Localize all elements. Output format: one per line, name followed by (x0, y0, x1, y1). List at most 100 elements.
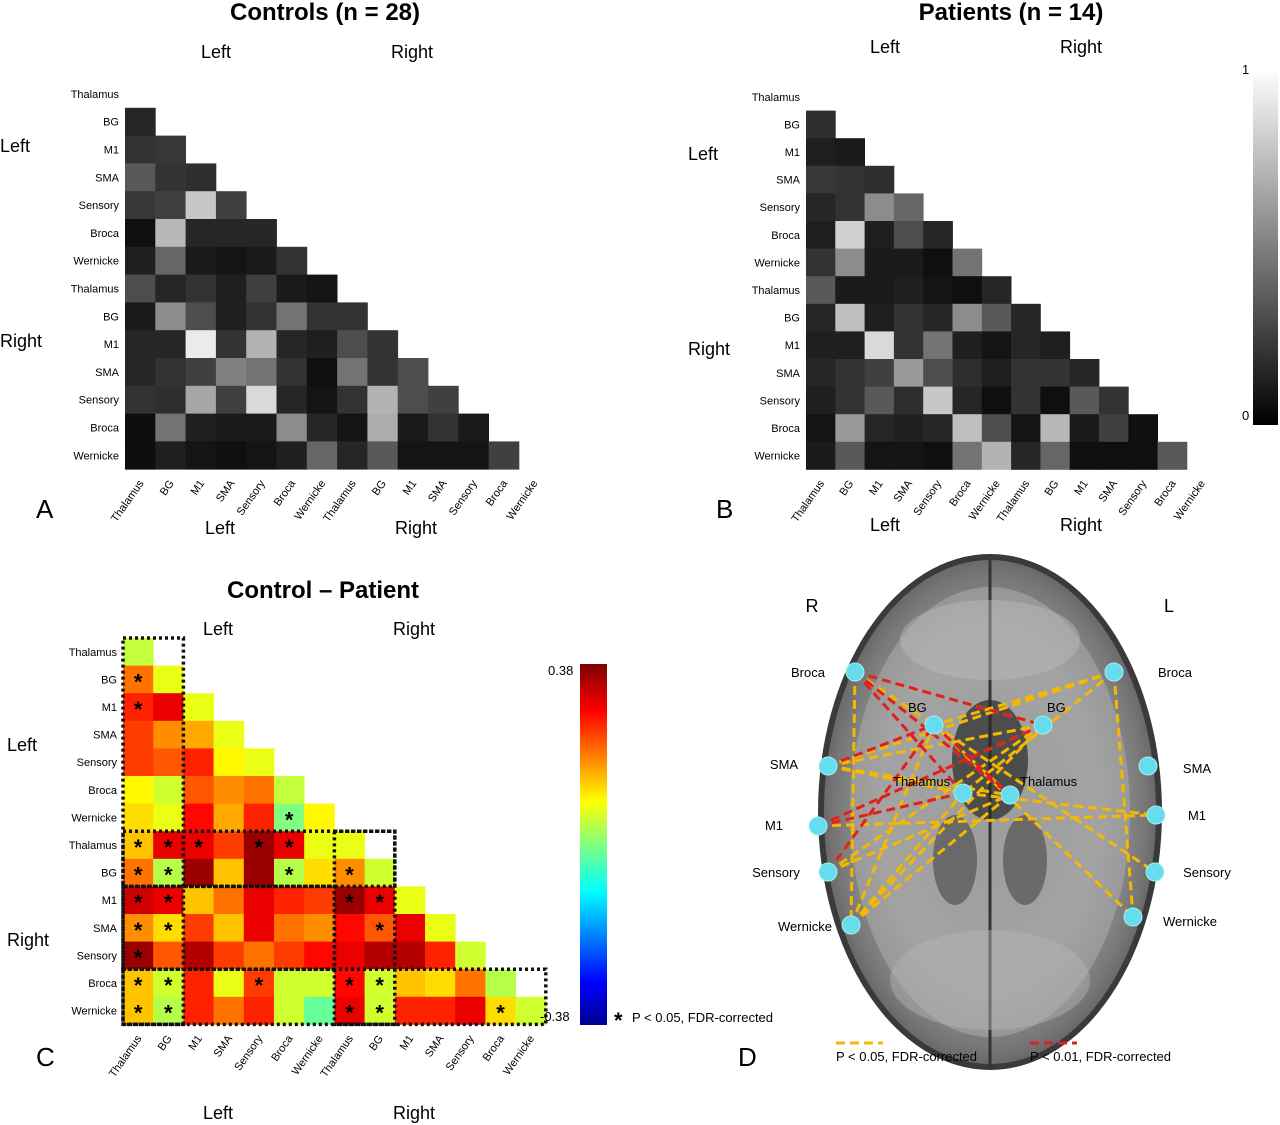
significance-star: * (164, 835, 173, 860)
edge-p001 (854, 670, 1044, 727)
highlight-box (121, 829, 397, 889)
heatmap-cell (806, 110, 836, 139)
heatmap-cell (1040, 441, 1071, 470)
heatmap-cell (835, 221, 865, 249)
network-node (1123, 907, 1143, 927)
heatmap-cell (213, 831, 245, 860)
row-label: Broca (90, 228, 120, 240)
panel-b-colorbar (1253, 68, 1278, 425)
heatmap-cell (274, 776, 305, 804)
heatmap-cell (185, 163, 217, 192)
heatmap-cell (306, 385, 338, 414)
heatmap-cell (981, 359, 1012, 387)
heatmap-cell (893, 276, 924, 305)
heatmap-cell (334, 914, 365, 942)
heatmap-cell (364, 886, 396, 915)
panel-b-heatmap: ThalamusBGM1SMASensoryBrocaWernickeThala… (752, 92, 1208, 525)
network-node (845, 662, 865, 682)
heatmap-cell (428, 385, 459, 414)
heatmap-cell (923, 359, 953, 387)
heatmap-cell (243, 886, 275, 915)
heatmap-cell (864, 359, 895, 387)
row-label: SMA (95, 367, 120, 379)
heatmap-cell (153, 969, 184, 998)
column-label: Sensory (447, 478, 480, 518)
heatmap-cell (276, 358, 308, 387)
column-label: SMA (214, 478, 238, 505)
heatmap-cell (125, 330, 156, 359)
edge-p001 (932, 723, 1012, 797)
heatmap-cell (981, 386, 1012, 415)
heatmap-cell (394, 886, 426, 915)
edge-p005 (827, 723, 1044, 768)
row-label: Thalamus (71, 284, 120, 296)
heatmap-cell (185, 219, 217, 248)
heatmap-cell (213, 969, 245, 998)
heatmap-cell (428, 413, 459, 442)
heatmap-cell (864, 221, 895, 249)
node-label: Broca (1158, 665, 1193, 680)
heatmap-cell (1011, 414, 1041, 443)
column-label: M1 (186, 1033, 205, 1052)
row-label: M1 (102, 702, 117, 714)
heatmap-cell (125, 274, 156, 303)
heatmap-cell (1040, 359, 1071, 387)
row-label: Wernicke (73, 256, 119, 268)
heatmap-cell (155, 330, 186, 359)
heatmap-cell (425, 969, 456, 998)
column-label: Broca (484, 477, 511, 508)
heatmap-cell (123, 693, 154, 722)
heatmap-cell (1011, 331, 1041, 360)
heatmap-cell (123, 665, 154, 694)
node-label: M1 (765, 818, 783, 833)
heatmap-cell (155, 385, 186, 414)
heatmap-cell (394, 996, 426, 1025)
column-label: M1 (867, 478, 886, 497)
heatmap-cell (125, 163, 156, 192)
heatmap-cell (246, 219, 277, 248)
heatmap-cell (864, 414, 895, 443)
row-label: Sensory (77, 757, 118, 769)
node-label: SMA (1183, 761, 1212, 776)
row-label: BG (101, 868, 117, 880)
row-label: Sensory (79, 395, 120, 407)
panel-b-side-left-label: Left (688, 144, 718, 164)
row-label: SMA (95, 172, 120, 184)
edge-p001 (827, 723, 935, 768)
heatmap-cell (185, 358, 217, 387)
heatmap-cell (274, 969, 305, 998)
heatmap-cell (304, 886, 335, 915)
heatmap-cell (183, 858, 214, 887)
heatmap-cell (1040, 331, 1071, 360)
heatmap-cell (1069, 414, 1100, 443)
heatmap-cell (274, 886, 305, 915)
heatmap-cell (806, 303, 836, 332)
heatmap-cell (125, 107, 156, 136)
significance-star: * (496, 1001, 505, 1026)
heatmap-cell (276, 246, 308, 275)
heatmap-cell (923, 303, 953, 332)
heatmap-cell (155, 274, 186, 303)
heatmap-cell (893, 386, 924, 415)
heatmap-cell (183, 996, 214, 1025)
heatmap-cell (893, 248, 924, 277)
heatmap-cell (213, 748, 245, 777)
heatmap-cell (183, 776, 214, 804)
heatmap-cell (394, 969, 426, 998)
row-label: Broca (88, 785, 118, 797)
heatmap-cell (334, 886, 365, 915)
heatmap-cell (864, 165, 895, 194)
heatmap-cell (806, 138, 836, 167)
heatmap-cell (123, 941, 154, 970)
heatmap-cell (835, 441, 865, 470)
row-label: BG (101, 674, 117, 686)
heatmap-cell (246, 246, 277, 275)
edge-p005 (850, 793, 1011, 927)
heatmap-cell (923, 414, 953, 443)
heatmap-cell (215, 385, 247, 414)
heatmap-cell (123, 996, 154, 1025)
significance-star: * (134, 697, 143, 722)
heatmap-cell (806, 441, 836, 470)
column-label: Thalamus (107, 1033, 145, 1080)
heatmap-cell (952, 331, 983, 360)
